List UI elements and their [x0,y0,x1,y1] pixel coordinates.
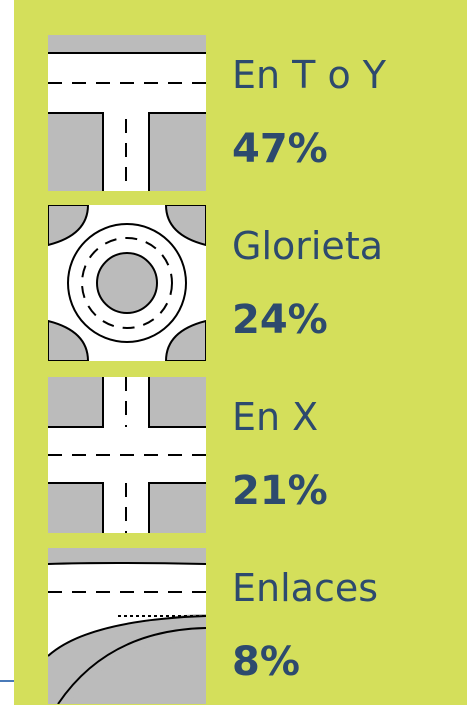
item-value: 21% [232,468,328,514]
x-junction-icon [48,377,206,533]
item-value: 24% [232,297,328,343]
t-junction-icon [48,35,206,191]
item-value: 8% [232,639,300,685]
rule [0,680,14,682]
item-value: 47% [232,126,328,172]
roundabout-icon [48,205,206,361]
link-icon [48,548,206,704]
item-label: En T o Y [232,53,387,97]
item-label: Enlaces [232,566,379,610]
item-label: En X [232,395,319,439]
item-label: Glorieta [232,224,383,268]
